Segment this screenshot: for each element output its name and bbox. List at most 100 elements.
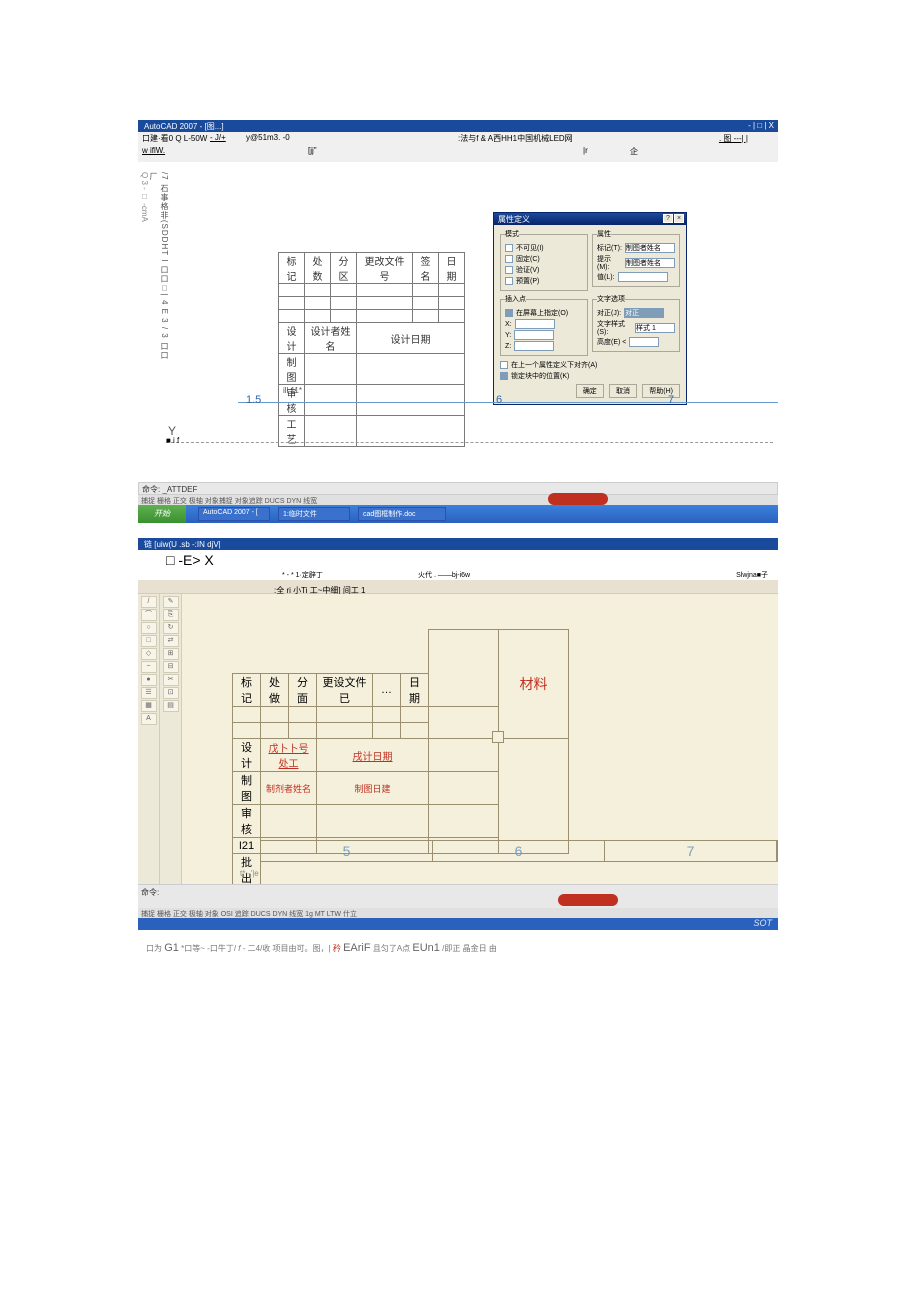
help-button[interactable]: 帮助(H)	[642, 384, 680, 398]
red-pill-icon[interactable]	[558, 894, 618, 906]
th: 日期	[439, 253, 465, 284]
title-bar-2: 链 [uiw(U .sb -:IN djV|	[138, 538, 778, 550]
label: 标记(T):	[597, 243, 622, 253]
toolbar: 口建·看0 Q L-50W - J/+ y@51m3. -0 :法与f & A西…	[138, 132, 778, 162]
ruler-number: 6	[496, 394, 502, 406]
start-button[interactable]: 开始	[138, 505, 186, 523]
cancel-button[interactable]: 取消	[609, 384, 637, 398]
tool-icon[interactable]: ▦	[141, 700, 157, 712]
tool-icon[interactable]: /	[141, 596, 157, 608]
justify-select[interactable]	[624, 308, 664, 318]
tool-icon[interactable]: ○	[141, 622, 157, 634]
ft: EUn1	[412, 942, 440, 954]
legend: 文字选项	[597, 294, 625, 304]
tool-icon[interactable]: ◇	[141, 648, 157, 660]
tool-icon[interactable]: ⌒	[141, 609, 157, 621]
text-options-group: 文字选项 对正(J): 文字样式(S): 高度(E) <	[592, 294, 680, 352]
ruler-number: 7	[668, 394, 674, 406]
taskbar: 开始 AutoCAD 2007 - [ 1:临时文件 cad图框制作.doc	[138, 505, 778, 523]
command-line-2[interactable]: 命令:	[138, 884, 778, 908]
close-icon[interactable]: ×	[674, 214, 684, 223]
td: 设计	[279, 323, 305, 354]
label: 对正(J):	[597, 308, 621, 318]
tool-icon[interactable]: ↻	[163, 622, 179, 634]
attribute-definition-dialog: 属性定义 ? × 模式 不可见(I) 固定(C) 验证(V) 预置(P)	[493, 212, 687, 405]
vertical-toolbar-text: /7 石事格非(SDDHT I 口口□| 4 E 3 / 3 口口 厂	[148, 172, 170, 372]
drawing-canvas-2[interactable]: / ⌒ ○ □ ◇ ~ ● ☰ ▦ A ✎ ⎘ ↻ ⇄ ⊞ ⊟ ✂ ⊡ ▤	[138, 594, 778, 884]
ruler-line	[238, 402, 778, 403]
th: 更设文件已	[317, 674, 373, 707]
tool-icon[interactable]: ●	[141, 674, 157, 686]
toolbar-frag: [jj"	[308, 146, 317, 155]
value-input[interactable]	[618, 272, 668, 282]
designer-link[interactable]: 戊卜卜号处工	[269, 744, 309, 770]
command-label: 命令:	[141, 888, 159, 897]
checkbox[interactable]	[505, 255, 513, 263]
draw-area[interactable]: 材料 标记 处做 分面 更设文件已 … 日期 设计 戊卜卜号处工 戌计日期	[182, 594, 778, 884]
prompt-input[interactable]	[625, 258, 675, 268]
taskbar-button[interactable]: AutoCAD 2007 - [	[198, 507, 270, 521]
help-icon[interactable]: ?	[663, 214, 673, 223]
toolbar-frag: |r	[583, 146, 588, 155]
drawing-canvas[interactable]: /7 石事格非(SDDHT I 口口□| 4 E 3 / 3 口口 厂 Q 3 …	[138, 162, 778, 482]
th: 处做	[261, 674, 289, 707]
tool-icon[interactable]: ⇄	[163, 635, 179, 647]
taskbar-button[interactable]: 1:临时文件	[278, 507, 350, 521]
tool-icon[interactable]: □	[141, 635, 157, 647]
legend: 属性	[597, 229, 611, 239]
command-line[interactable]: 命令: _ATTDEF	[138, 482, 778, 495]
ft: EAriF	[343, 942, 371, 954]
checkbox[interactable]	[505, 266, 513, 274]
ok-button[interactable]: 确定	[576, 384, 604, 398]
ft: /即正 晶金日 由	[442, 944, 497, 953]
checkbox[interactable]	[505, 277, 513, 285]
checkbox-checked[interactable]	[505, 309, 513, 317]
tool-icon[interactable]: ⊡	[163, 687, 179, 699]
insert-point-group: 插入点 在屏幕上指定(O) X: Y: Z:	[500, 294, 588, 356]
mode-group: 模式 不可见(I) 固定(C) 验证(V) 预置(P)	[500, 229, 588, 291]
header-frag: □ -E> X	[166, 552, 214, 568]
design-date-link[interactable]: 戌计日期	[353, 752, 393, 763]
tool-icon[interactable]: ⎘	[163, 609, 179, 621]
footnote: 口为 G1 *口等~ -口牛丁/ f - 二4/收 项目由可。图，| 矜 EAr…	[146, 942, 920, 954]
x-input[interactable]	[515, 319, 555, 329]
cb-label: 锁定块中的位置(K)	[511, 371, 569, 381]
header-frag: * - * 1·定辟丁	[282, 570, 323, 580]
z-input[interactable]	[514, 341, 554, 351]
label: 高度(E) <	[597, 337, 626, 347]
taskbar-button[interactable]: cad图框制作.doc	[358, 507, 446, 521]
toolbar-frag: 企	[630, 146, 638, 157]
tool-icon[interactable]: ~	[141, 661, 157, 673]
title-bar: AutoCAD 2007 - [图...] - | □ | X	[138, 120, 778, 132]
label: 值(L):	[597, 272, 615, 282]
header-frag: Slwjna■子	[736, 570, 768, 580]
height-input[interactable]	[629, 337, 659, 347]
td: 设计	[233, 739, 261, 772]
toolbar-frag[interactable]: . 图 ---| |	[719, 133, 748, 144]
ribbon-bar: :全 ri 小Ti 工~中细] 间工 1	[138, 580, 778, 594]
tag-input[interactable]	[625, 243, 675, 253]
red-pill-icon[interactable]	[548, 493, 608, 505]
tool-icon[interactable]: ✎	[163, 596, 179, 608]
window-controls[interactable]: - | □ | X	[748, 121, 774, 130]
y-input[interactable]	[514, 330, 554, 340]
style-select[interactable]	[635, 323, 675, 333]
th: …	[373, 674, 401, 707]
tool-icon[interactable]: ⊟	[163, 661, 179, 673]
grip-icon[interactable]	[492, 731, 504, 743]
checkbox-checked[interactable]	[500, 372, 508, 380]
tool-icon[interactable]: ▤	[163, 700, 179, 712]
tool-icon[interactable]: ☰	[141, 687, 157, 699]
checkbox[interactable]	[505, 244, 513, 252]
checkbox[interactable]	[500, 361, 508, 369]
title-block-table: 标记 处数 分区 更改文件号 签名 日期 设计 设计者姓名 设计日期 制图 审核…	[278, 252, 465, 447]
tool-icon[interactable]: A	[141, 713, 157, 725]
tool-icon[interactable]: ✂	[163, 674, 179, 686]
td: 设计者姓名	[305, 323, 357, 354]
toolbar-frag[interactable]: - J/+	[210, 133, 226, 142]
dialog-title-bar[interactable]: 属性定义 ? ×	[494, 213, 686, 225]
dialog-title: 属性定义	[498, 215, 530, 224]
ruler-cell: 6	[433, 841, 605, 861]
tool-icon[interactable]: ⊞	[163, 648, 179, 660]
toolbar-frag: y@51m3. -0	[246, 133, 290, 142]
